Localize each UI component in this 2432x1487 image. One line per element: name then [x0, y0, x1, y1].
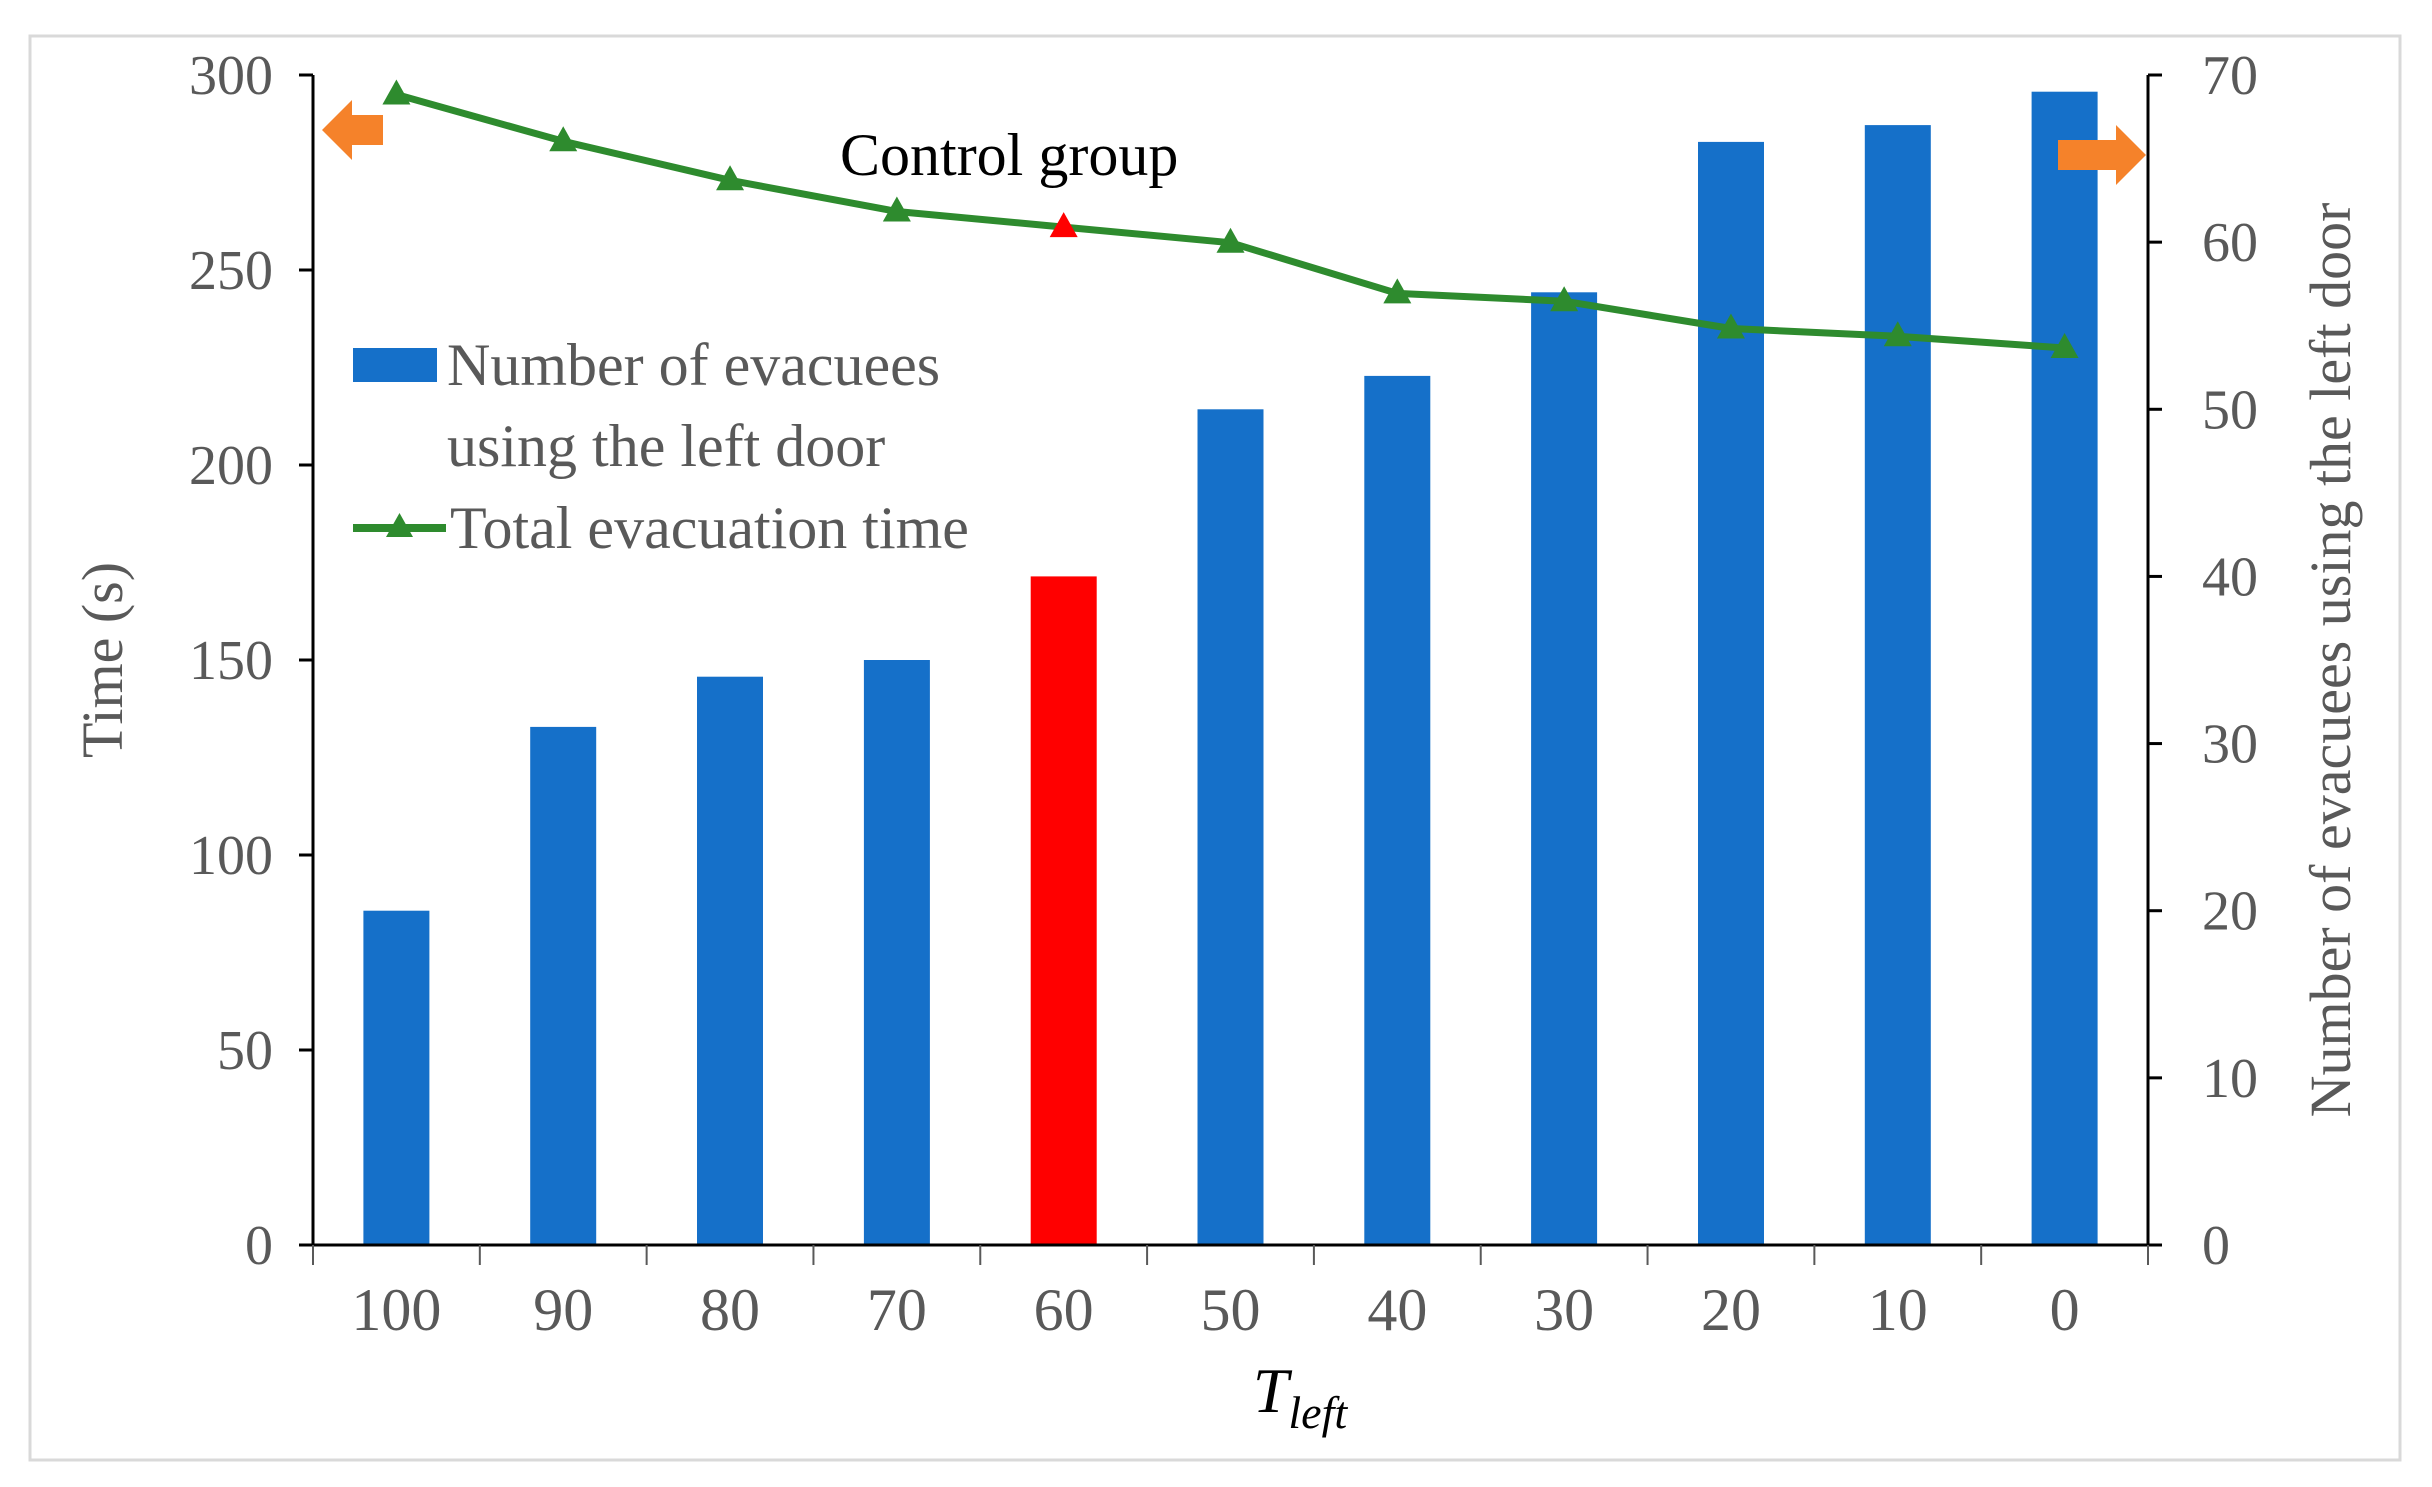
bar-series — [363, 91, 2098, 1246]
left-axis-arrow-icon — [322, 100, 383, 160]
legend-bar-swatch — [353, 348, 437, 382]
right-axis-title: Number of evacuees using the left door — [2298, 203, 2363, 1118]
left-tick-label: 150 — [189, 630, 273, 692]
x-axis-title-sub: left — [1288, 1387, 1348, 1438]
right-axis-ticks: 0 10 20 30 40 50 60 70 — [2148, 45, 2258, 1277]
x-tick-label: 100 — [351, 1277, 441, 1343]
left-axis-ticks: 0 50 100 150 200 250 300 — [189, 45, 313, 1277]
right-tick-label: 50 — [2202, 379, 2258, 441]
right-tick-label: 70 — [2202, 45, 2258, 107]
x-tick-label: 80 — [700, 1277, 760, 1343]
line-series — [382, 79, 2079, 358]
bar-80 — [697, 676, 763, 1245]
line-marker-10 — [1883, 321, 1912, 347]
line-marker-90 — [549, 126, 578, 152]
left-axis-title: Time (s) — [70, 562, 135, 758]
right-tick-label: 60 — [2202, 212, 2258, 274]
control-group-annotation: Control group — [840, 122, 1178, 188]
x-tick-label: 20 — [1701, 1277, 1761, 1343]
left-tick-label: 300 — [189, 45, 273, 107]
x-tick-label: 50 — [1201, 1277, 1261, 1343]
bar-40 — [1364, 375, 1431, 1245]
bar-30 — [1531, 292, 1598, 1245]
bar-70 — [863, 660, 930, 1245]
bar-100 — [363, 910, 430, 1245]
right-tick-label: 40 — [2202, 546, 2258, 608]
line-marker-100 — [382, 79, 411, 105]
x-tick-label: 30 — [1534, 1277, 1594, 1343]
bar-0 — [2031, 91, 2098, 1246]
left-tick-label: 50 — [217, 1020, 273, 1082]
bar-20 — [1698, 141, 1764, 1245]
line-marker-60 — [1049, 212, 1078, 238]
left-tick-label: 200 — [189, 435, 273, 497]
x-tick-label: 90 — [533, 1277, 593, 1343]
line-marker-40 — [1383, 278, 1412, 304]
bar-10 — [1864, 125, 1931, 1246]
x-tick-label: 40 — [1367, 1277, 1427, 1343]
left-tick-label: 0 — [245, 1215, 273, 1277]
line-marker-30 — [1550, 286, 1579, 312]
right-axis-arrow-icon — [2058, 125, 2146, 185]
left-tick-label: 100 — [189, 825, 273, 887]
x-tick-label: 60 — [1034, 1277, 1094, 1343]
right-tick-label: 30 — [2202, 714, 2258, 776]
x-axis-title-main: T — [1253, 1355, 1293, 1426]
legend-line-label: Total evacuation time — [450, 495, 969, 561]
bar-50 — [1197, 409, 1264, 1245]
right-tick-label: 20 — [2202, 881, 2258, 943]
legend-bar-label-line1: Number of evacuees — [447, 332, 940, 398]
legend-line-marker — [386, 513, 413, 537]
x-tick-label: 0 — [2050, 1277, 2080, 1343]
x-tick-label: 70 — [867, 1277, 927, 1343]
legend: Number of evacuees using the left door T… — [353, 332, 969, 561]
x-tick-label: 10 — [1868, 1277, 1928, 1343]
legend-bar-label-line2: using the left door — [447, 413, 885, 479]
line-marker-20 — [1716, 313, 1745, 339]
x-axis-ticks: 100 90 80 70 60 50 40 30 20 10 0 — [312, 1245, 2149, 1343]
x-axis-title: Tleft — [1253, 1355, 1349, 1438]
right-tick-label: 0 — [2202, 1215, 2230, 1277]
line-marker-80 — [716, 165, 745, 191]
line-marker-0 — [2050, 333, 2079, 358]
right-tick-label: 10 — [2202, 1048, 2258, 1110]
bar-60 — [1030, 576, 1097, 1245]
line-marker-70 — [882, 196, 911, 222]
left-tick-label: 250 — [189, 240, 273, 302]
line-marker-50 — [1216, 227, 1245, 253]
bar-90 — [530, 726, 597, 1245]
